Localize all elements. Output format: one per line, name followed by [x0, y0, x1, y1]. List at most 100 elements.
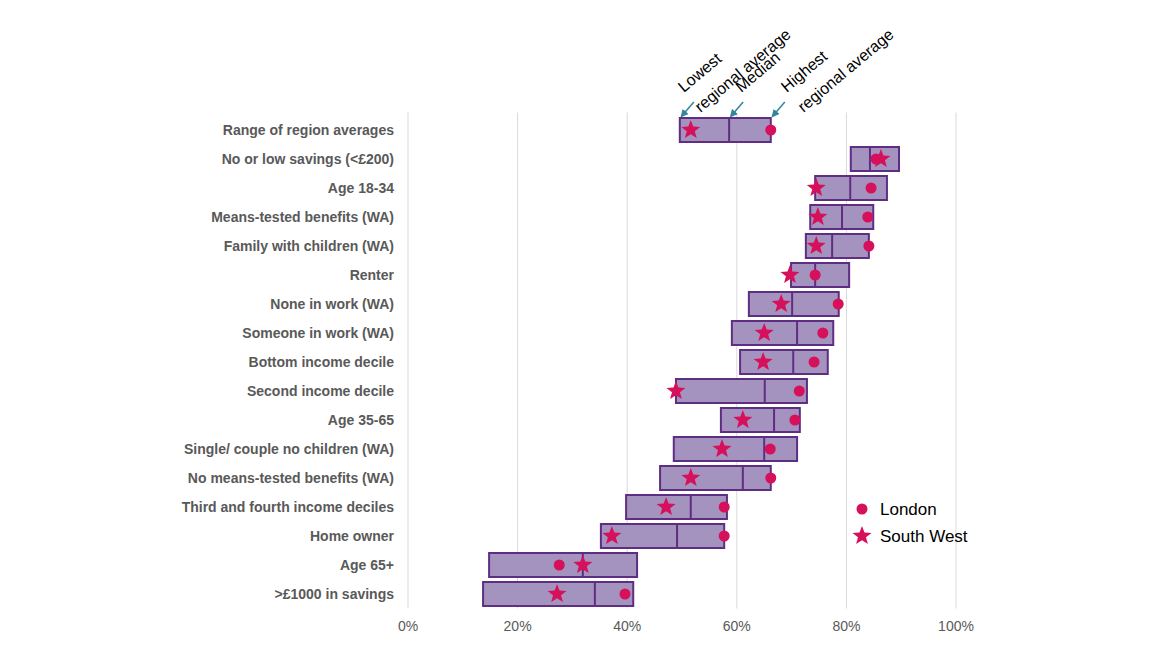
tick-label: 100%	[938, 618, 974, 634]
median-line	[594, 582, 596, 606]
region-marker	[719, 502, 730, 513]
category-label: Second income decile	[247, 383, 394, 399]
region-marker	[810, 270, 821, 281]
region-marker	[765, 125, 776, 136]
tick-label: 60%	[723, 618, 751, 634]
range-box	[851, 147, 899, 171]
median-line	[849, 176, 851, 200]
category-label: Home owner	[310, 528, 395, 544]
region-marker	[765, 444, 776, 455]
range-box	[815, 176, 887, 200]
marks	[483, 118, 899, 606]
range-box	[749, 292, 839, 316]
annotation-text: regional average	[692, 26, 794, 116]
category-label: Age 18-34	[328, 180, 394, 196]
median-line	[792, 350, 794, 374]
median-line	[841, 205, 843, 229]
range-box	[601, 524, 724, 548]
region-marker	[807, 178, 826, 196]
median-line	[791, 292, 793, 316]
region-marker	[833, 299, 844, 310]
legend: London South West	[852, 500, 967, 546]
median-line	[690, 495, 692, 519]
region-marker	[657, 497, 676, 515]
region-marker	[666, 381, 685, 399]
region-marker	[780, 265, 799, 283]
region-marker	[573, 555, 592, 573]
region-marker	[871, 149, 890, 167]
region-marker	[765, 473, 776, 484]
median-line	[764, 379, 766, 403]
category-label: Single/ couple no children (WA)	[184, 441, 394, 457]
category-label: Range of region averages	[223, 122, 394, 138]
range-box	[674, 437, 797, 461]
category-label: Bottom income decile	[249, 354, 395, 370]
region-marker	[733, 410, 752, 428]
range-box	[740, 350, 828, 374]
region-marker	[808, 207, 827, 225]
tick-label: 40%	[613, 618, 641, 634]
annotation-arrow	[773, 102, 785, 116]
category-label: Family with children (WA)	[224, 238, 394, 254]
region-marker	[863, 241, 874, 252]
tick-label: 80%	[832, 618, 860, 634]
category-label: No or low savings (<£200)	[222, 151, 394, 167]
category-label: Renter	[350, 267, 395, 283]
median-line	[742, 466, 744, 490]
region-marker	[817, 328, 828, 339]
region-marker	[681, 468, 700, 486]
range-box	[791, 263, 849, 287]
median-line	[728, 118, 730, 142]
range-box	[483, 582, 633, 606]
category-label: Means-tested benefits (WA)	[211, 209, 394, 225]
range-box	[489, 553, 637, 577]
region-marker	[866, 183, 877, 194]
median-line	[796, 321, 798, 345]
median-line	[831, 234, 833, 258]
category-label: None in work (WA)	[270, 296, 394, 312]
region-marker	[548, 584, 567, 602]
annotation-text: Median	[732, 49, 783, 96]
category-label: Age 65+	[340, 557, 394, 573]
range-box	[806, 234, 869, 258]
grid-line	[408, 113, 409, 609]
annotation: Highestregional average	[778, 6, 897, 116]
region-marker	[755, 323, 774, 341]
region-marker	[620, 589, 631, 600]
range-box	[660, 466, 771, 490]
legend-marker	[852, 526, 871, 544]
region-marker	[772, 294, 791, 312]
region-marker	[681, 120, 700, 138]
category-label: Someone in work (WA)	[242, 325, 394, 341]
category-label: Age 35-65	[328, 412, 394, 428]
chart: 0%20%40%60%80%100%Range of region averag…	[0, 0, 1150, 655]
annotation-text: regional average	[794, 26, 896, 116]
annotation: Median	[732, 49, 783, 96]
range-box	[721, 408, 800, 432]
grid	[408, 113, 956, 609]
category-label: Third and fourth income deciles	[182, 499, 395, 515]
range-box	[680, 118, 771, 142]
range-box	[676, 379, 807, 403]
tick-label: 20%	[504, 618, 532, 634]
region-marker	[794, 386, 805, 397]
region-marker	[602, 526, 621, 544]
legend-marker	[857, 504, 868, 515]
region-marker	[712, 439, 731, 457]
legend-label: London	[880, 500, 937, 519]
region-marker	[862, 212, 873, 223]
region-marker	[809, 357, 820, 368]
annotation-arrow	[731, 102, 743, 116]
region-marker	[754, 352, 773, 370]
median-line	[773, 408, 775, 432]
region-marker	[719, 531, 730, 542]
region-marker	[789, 415, 800, 426]
range-box	[732, 321, 833, 345]
category-label: No means-tested benefits (WA)	[188, 470, 394, 486]
legend-label: South West	[880, 527, 968, 546]
grid-line	[517, 113, 518, 609]
median-line	[676, 524, 678, 548]
category-label: >£1000 in savings	[275, 586, 395, 602]
region-marker	[807, 236, 826, 254]
region-marker	[554, 560, 565, 571]
